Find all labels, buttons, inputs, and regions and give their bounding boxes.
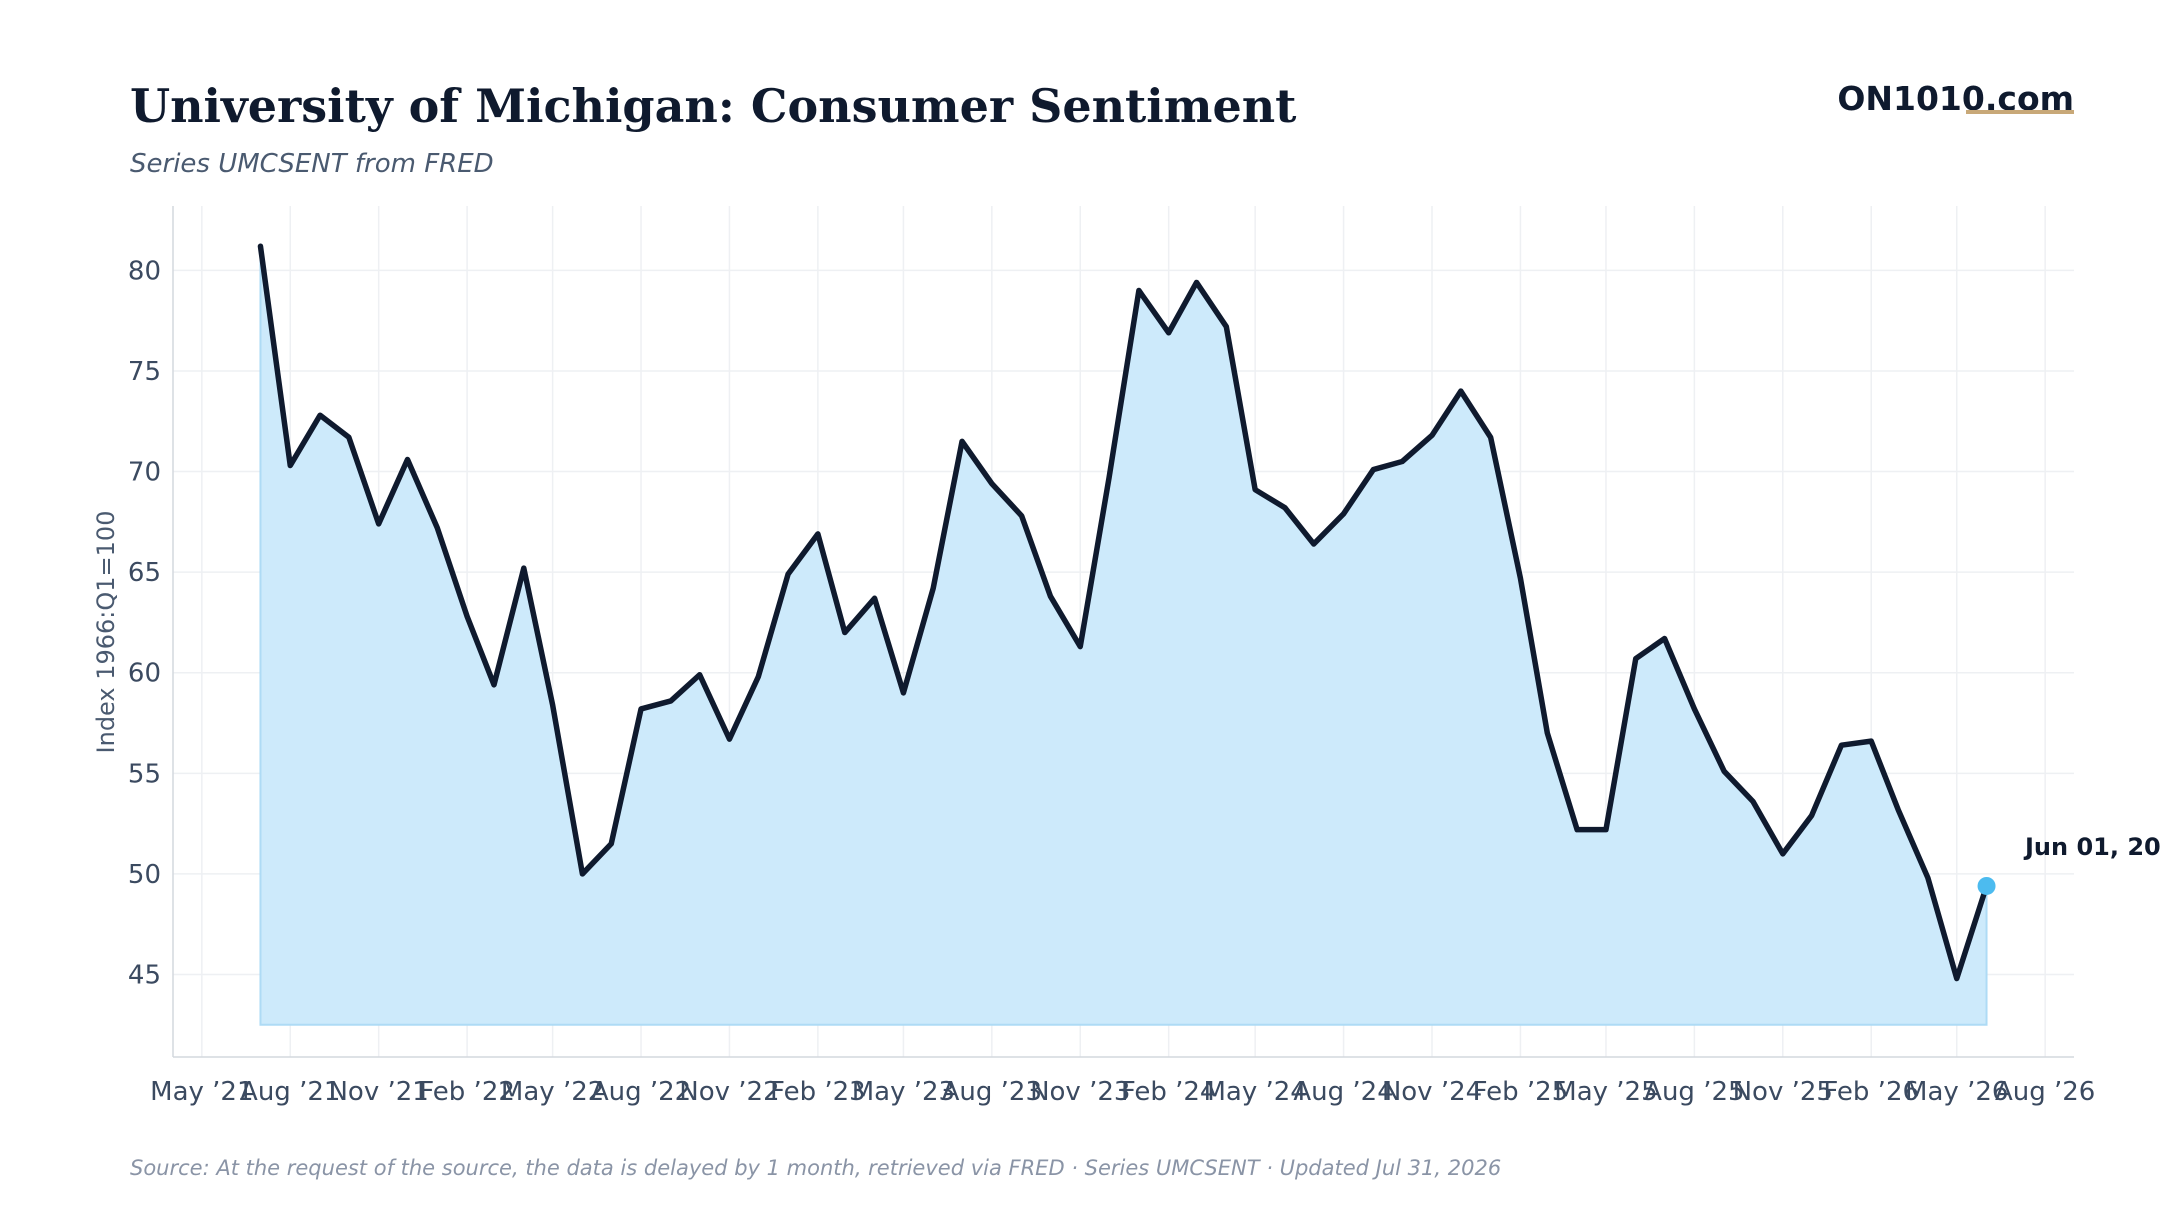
y-tick-label: 55 [128,759,161,789]
x-tick-label: May ’24 [1203,1077,1306,1107]
chart-title: University of Michigan: Consumer Sentime… [130,79,1297,133]
y-tick-label: 50 [128,860,161,890]
x-tick-label: Aug ’22 [591,1077,691,1107]
line-layer [257,243,1990,982]
series-area [259,246,1988,1026]
x-tick-label: Aug ’23 [942,1077,1042,1107]
last-point-annotation: Jun 01, 20 [2023,833,2160,861]
y-tick-label: 60 [128,659,161,689]
x-tick-label: May ’21 [150,1077,253,1107]
chart-subtitle: Series UMCSENT from FRED [130,149,494,179]
x-tick-label: Feb ’23 [770,1077,866,1107]
y-tick-label: 45 [128,961,161,991]
series-line [257,243,1990,982]
y-tick-label: 65 [128,558,161,588]
x-tick-label: Feb ’26 [1823,1077,1919,1107]
y-axis-label: Index 1966:Q1=100 [92,511,120,754]
x-tick-label: May ’22 [501,1077,604,1107]
y-tick-label: 80 [128,256,161,286]
x-tick-label: Aug ’25 [1644,1077,1744,1107]
x-tick-label: Nov ’22 [679,1077,779,1107]
source-note: Source: At the request of the source, th… [130,1156,1501,1180]
x-tick-label: Nov ’21 [328,1077,428,1107]
brand-logo: ON1010.com [1837,79,2074,118]
x-tick-label: Feb ’24 [1121,1077,1217,1107]
x-tick-label: Aug ’24 [1293,1077,1393,1107]
x-tick-label: May ’25 [1554,1077,1657,1107]
x-tick-label: Aug ’26 [1995,1077,2095,1107]
axes [172,206,2074,1058]
x-tick-label: Aug ’21 [240,1077,340,1107]
area-layer [259,246,1988,1026]
x-tick-label: Feb ’25 [1473,1077,1569,1107]
x-tick-label: Feb ’22 [419,1077,515,1107]
x-tick-label: Nov ’25 [1733,1077,1833,1107]
marker-layer [1977,876,1996,895]
last-point-marker [1977,876,1996,895]
x-tick-label: May ’26 [1905,1077,2008,1107]
y-tick-label: 70 [128,458,161,488]
x-tick-label: Nov ’24 [1382,1077,1482,1107]
y-tick-labels: 45 50 55 60 65 70 75 80 [128,256,161,990]
x-tick-label: Nov ’23 [1030,1077,1130,1107]
x-tick-label: May ’23 [852,1077,955,1107]
y-tick-label: 75 [128,357,161,387]
